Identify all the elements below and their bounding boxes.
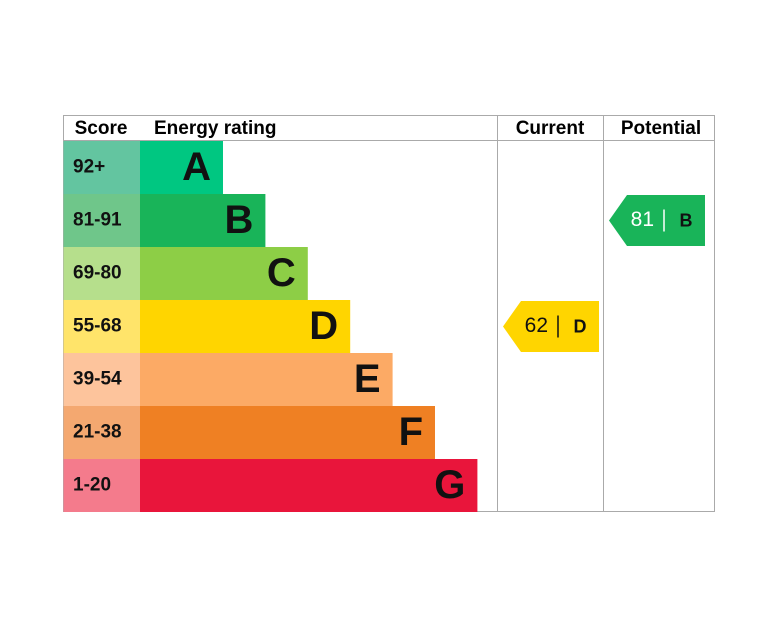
potential-arrow xyxy=(609,195,705,246)
rating-letter: F xyxy=(399,410,423,454)
score-label: 81-91 xyxy=(73,210,122,231)
score-cell xyxy=(63,353,140,406)
rating-bar xyxy=(140,406,435,459)
score-label: 39-54 xyxy=(73,369,122,390)
current-arrow xyxy=(503,301,599,352)
rating-letter: C xyxy=(267,251,296,295)
score-cell xyxy=(63,406,140,459)
rating-letter: G xyxy=(434,463,465,507)
rating-letter: E xyxy=(354,357,381,401)
header: Potential xyxy=(621,118,701,139)
header: Current xyxy=(516,118,585,139)
rating-letter: A xyxy=(182,145,211,189)
score-label: 21-38 xyxy=(73,422,122,443)
current-letter: D xyxy=(574,316,587,336)
score-label: 92+ xyxy=(73,157,105,178)
rating-bar xyxy=(140,300,351,353)
score-cell xyxy=(63,194,140,247)
potential-letter: B xyxy=(680,210,693,230)
rating-bar xyxy=(140,459,478,512)
rating-bar xyxy=(140,247,308,300)
score-cell xyxy=(63,247,140,300)
rating-bar xyxy=(140,353,393,406)
header: Energy rating xyxy=(154,118,276,139)
rating-bar xyxy=(140,194,266,247)
score-cell xyxy=(63,300,140,353)
rating-letter: B xyxy=(225,198,254,242)
score-label: 69-80 xyxy=(73,263,122,284)
rating-letter: D xyxy=(309,304,338,348)
rating-bar xyxy=(140,141,223,194)
header: Score xyxy=(75,118,128,139)
score-label: 55-68 xyxy=(73,316,122,337)
score-label: 1-20 xyxy=(73,475,111,496)
potential-value: 81 xyxy=(631,208,654,231)
current-value: 62 xyxy=(525,314,548,337)
score-cell xyxy=(63,141,140,194)
score-cell xyxy=(63,459,140,512)
